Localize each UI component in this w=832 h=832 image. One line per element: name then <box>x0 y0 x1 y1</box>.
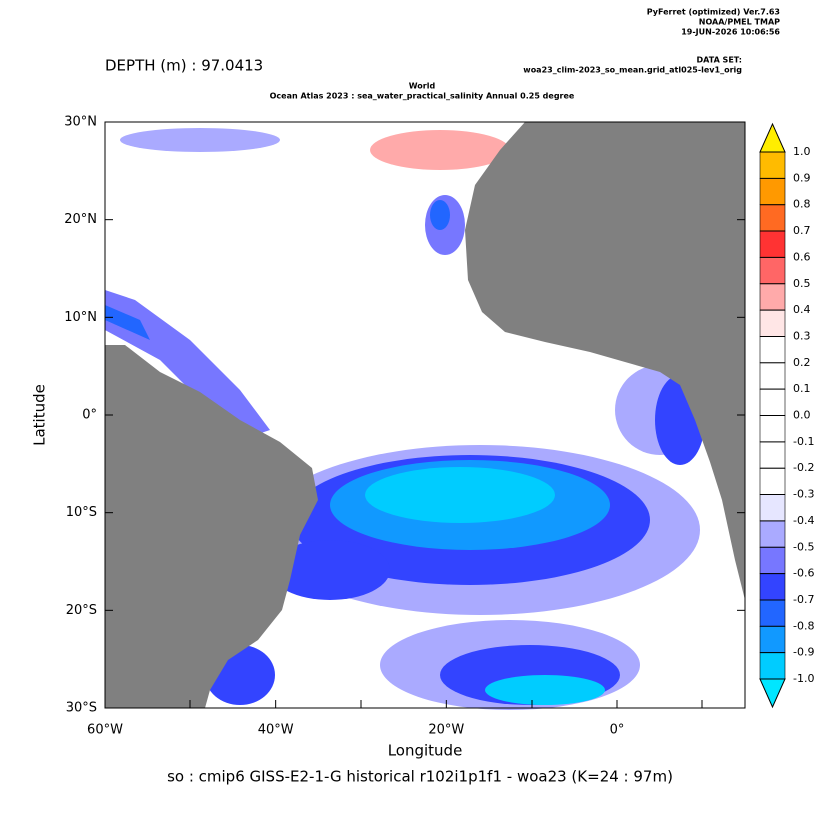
colorbar-label: -0.2 <box>793 461 814 474</box>
depth: DEPTH (m) : 97.0413 <box>105 57 263 75</box>
y-tick-label: 10°S <box>66 505 97 520</box>
colorbar-label: -0.6 <box>793 567 814 580</box>
lab: NOAA/PMEL TMAP <box>699 18 780 27</box>
land <box>465 122 745 600</box>
colorbar-band <box>759 467 786 495</box>
colorbar-band <box>759 257 786 285</box>
colorbar-band <box>759 230 786 258</box>
anomaly-patch <box>430 200 450 230</box>
colorbar-band <box>759 415 786 443</box>
colorbar-band <box>759 494 786 522</box>
colorbar-band <box>759 362 786 390</box>
colorbar-band <box>759 573 786 601</box>
y-axis-label: Latitude <box>31 384 49 446</box>
colorbar-label: 0.7 <box>793 224 811 237</box>
colorbar-label: -1.0 <box>793 672 814 685</box>
colorbar-label: -0.4 <box>793 514 814 527</box>
x-tick-label: 60°W <box>87 723 123 738</box>
colorbar-band <box>759 151 786 179</box>
colorbar-label: 0.6 <box>793 250 811 263</box>
anomaly-patch <box>370 130 510 170</box>
colorbar-label: -0.8 <box>793 619 814 632</box>
y-tick-label: 30°N <box>64 115 97 130</box>
colorbar-band <box>759 520 786 548</box>
map-field <box>104 121 746 710</box>
anomaly-patch <box>270 540 390 600</box>
colorbar-band <box>759 625 786 653</box>
title-line: World <box>409 82 436 91</box>
colorbar-label: 0.4 <box>793 303 811 316</box>
colorbar-band <box>759 441 786 469</box>
colorbar-label: 0.1 <box>793 382 811 395</box>
colorbar-band <box>759 652 786 680</box>
colorbar-label: 0.3 <box>793 329 811 342</box>
colorbar-band <box>759 309 786 337</box>
y-tick-label: 20°N <box>64 212 97 227</box>
colorbar-label: 0.2 <box>793 356 811 369</box>
colorbar-label: 0.8 <box>793 198 811 211</box>
y-tick-label: 30°S <box>66 701 97 716</box>
anomaly-patch <box>120 128 280 152</box>
dataset: woa23_clim-2023_so_mean.grid_atl025-lev1… <box>523 66 742 75</box>
date: 19-JUN-2026 10:06:56 <box>681 28 780 37</box>
colorbar-triangle <box>759 122 786 153</box>
colorbar-band <box>759 599 786 627</box>
anomaly-patch <box>105 290 270 440</box>
dataset-label: DATA SET: <box>697 56 742 65</box>
colorbar-label: 0.5 <box>793 277 811 290</box>
colorbar-label: -0.7 <box>793 593 814 606</box>
footer: so : cmip6 GISS-E2-1-G historical r102i1… <box>167 768 673 786</box>
software: PyFerret (optimized) Ver.7.63 <box>647 8 780 17</box>
anomaly-patch <box>365 467 555 523</box>
colorbar-label: 0.9 <box>793 171 811 184</box>
anomaly-patch <box>105 305 150 340</box>
x-tick-label: 20°W <box>428 723 464 738</box>
colorbar-triangle <box>759 678 786 709</box>
y-tick-label: 20°S <box>66 603 97 618</box>
colorbar-label: 1.0 <box>793 145 811 158</box>
x-axis-label: Longitude <box>388 742 463 760</box>
land <box>105 345 318 708</box>
title-line: Ocean Atlas 2023 : sea_water_practical_s… <box>270 92 575 101</box>
x-tick-label: 0° <box>610 723 625 738</box>
colorbar-band <box>759 178 786 206</box>
y-tick-label: 0° <box>82 408 97 423</box>
anomaly-patch <box>485 675 605 705</box>
colorbar-band <box>759 388 786 416</box>
y-tick-label: 10°N <box>64 310 97 325</box>
colorbar-label: -0.1 <box>793 435 814 448</box>
x-tick-label: 40°W <box>258 723 294 738</box>
colorbar-band <box>759 546 786 574</box>
colorbar-band <box>759 283 786 311</box>
colorbar-label: -0.9 <box>793 646 814 659</box>
colorbar-label: 0.0 <box>793 409 811 422</box>
colorbar-band <box>759 336 786 364</box>
colorbar-band <box>759 204 786 232</box>
colorbar-label: -0.5 <box>793 540 814 553</box>
colorbar-label: -0.3 <box>793 488 814 501</box>
